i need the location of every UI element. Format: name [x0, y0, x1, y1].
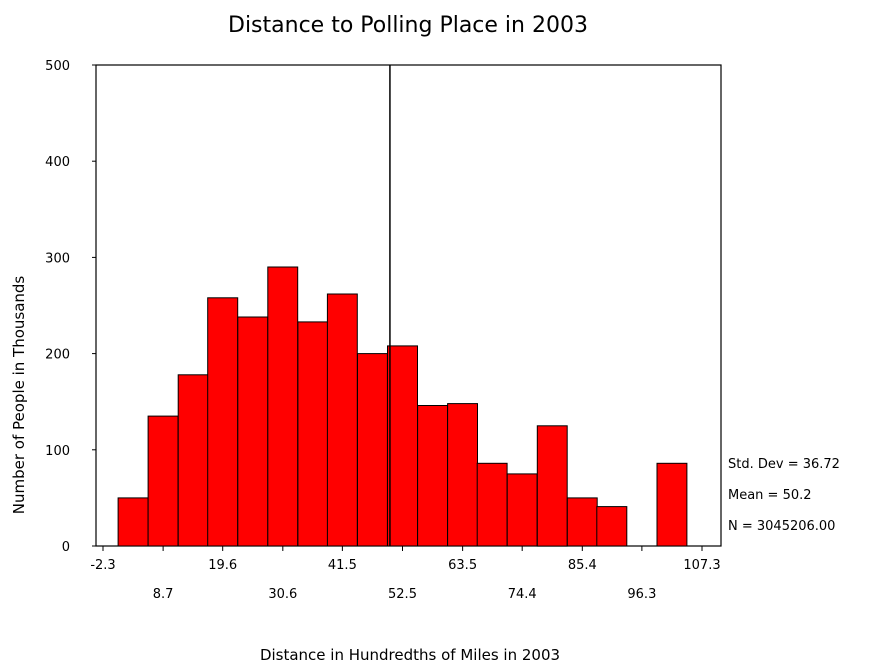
histogram-bar — [417, 405, 449, 547]
x-tick-label: 30.6 — [268, 587, 297, 602]
x-tick-label: -2.3 — [90, 558, 115, 573]
y-axis-ticks: 0 100 200 300 400 500 — [45, 59, 96, 555]
x-tick-label: 52.5 — [388, 587, 417, 602]
y-tick-label: 300 — [45, 251, 70, 266]
chart-title: Distance to Polling Place in 2003 — [228, 13, 588, 38]
histogram-bar — [596, 506, 628, 547]
x-axis-title: Distance in Hundredths of Miles in 2003 — [260, 646, 560, 664]
histogram-bar — [177, 374, 209, 547]
histogram-bar — [237, 316, 269, 547]
y-tick-label: 100 — [45, 444, 70, 459]
x-tick-label: 41.5 — [328, 558, 357, 573]
x-tick-label: 8.7 — [153, 587, 174, 602]
histogram-bar — [117, 497, 149, 547]
bars-group — [117, 266, 688, 547]
y-tick-label: 0 — [62, 540, 70, 555]
histogram-bar — [326, 293, 358, 547]
histogram-bar — [267, 266, 299, 547]
x-tick-label: 107.3 — [683, 558, 720, 573]
x-tick-label: 63.5 — [448, 558, 477, 573]
histogram-bar — [147, 415, 179, 547]
histogram-bar — [566, 497, 598, 547]
y-tick-label: 200 — [45, 348, 70, 363]
histogram-bar — [656, 462, 688, 547]
stat-std-dev: Std. Dev = 36.72 — [728, 457, 840, 472]
x-tick-label: 96.3 — [627, 587, 656, 602]
y-tick-label: 500 — [45, 59, 70, 74]
histogram-bar — [536, 425, 568, 547]
histogram-bar — [447, 403, 479, 547]
histogram-bar — [476, 462, 508, 547]
x-tick-label: 85.4 — [568, 558, 597, 573]
stat-mean: Mean = 50.2 — [728, 488, 812, 503]
histogram-bar — [357, 353, 388, 547]
histogram-bar — [207, 297, 239, 547]
histogram-bar — [506, 473, 538, 547]
x-axis-ticks: -2.3 19.6 41.5 63.5 85.4 107.3 8.7 30.6 52.5 74.4… — [90, 546, 721, 602]
x-tick-label: 74.4 — [508, 587, 537, 602]
stat-n: N = 3045206.00 — [728, 519, 835, 534]
y-tick-label: 400 — [45, 155, 70, 170]
histogram-bar — [387, 345, 418, 547]
y-axis-title: Number of People in Thousands — [10, 276, 28, 515]
histogram-bar — [297, 321, 329, 547]
x-tick-label: 19.6 — [208, 558, 237, 573]
